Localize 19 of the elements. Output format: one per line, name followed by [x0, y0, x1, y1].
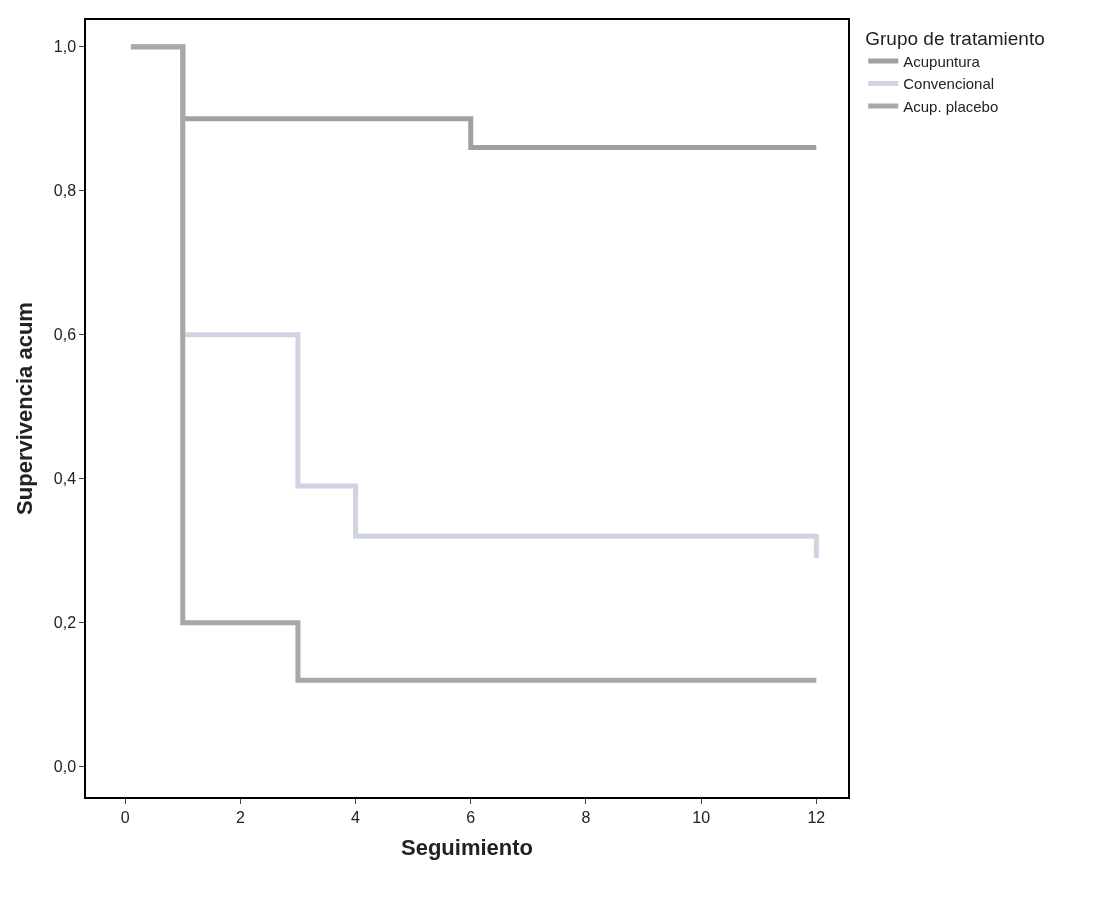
- y-tick-label: 0,8: [53, 182, 77, 200]
- y-tick-label: 0,0: [53, 758, 77, 776]
- y-tick-label: 0,4: [53, 470, 77, 488]
- x-axis-title: Seguimiento: [400, 835, 534, 861]
- y-tick-label: 1,0: [53, 38, 77, 56]
- x-tick-label: 6: [466, 808, 476, 826]
- y-tick-label: 0,6: [53, 326, 77, 344]
- x-tick-label: 2: [235, 808, 245, 826]
- y-axis-title: Supervivencia acum: [12, 302, 38, 515]
- x-tick-label: 0: [120, 808, 130, 826]
- legend-label: Convencional: [903, 75, 995, 93]
- legend-title: Grupo de tratamiento: [865, 27, 1045, 49]
- legend-label: Acup. placebo: [903, 97, 999, 115]
- x-tick-label: 4: [351, 808, 361, 826]
- legend-label: Acupuntura: [903, 52, 981, 70]
- x-tick-label: 10: [692, 808, 711, 826]
- x-tick-label: 8: [581, 808, 591, 826]
- x-tick-label: 12: [807, 808, 826, 826]
- y-tick-label: 0,2: [53, 614, 77, 632]
